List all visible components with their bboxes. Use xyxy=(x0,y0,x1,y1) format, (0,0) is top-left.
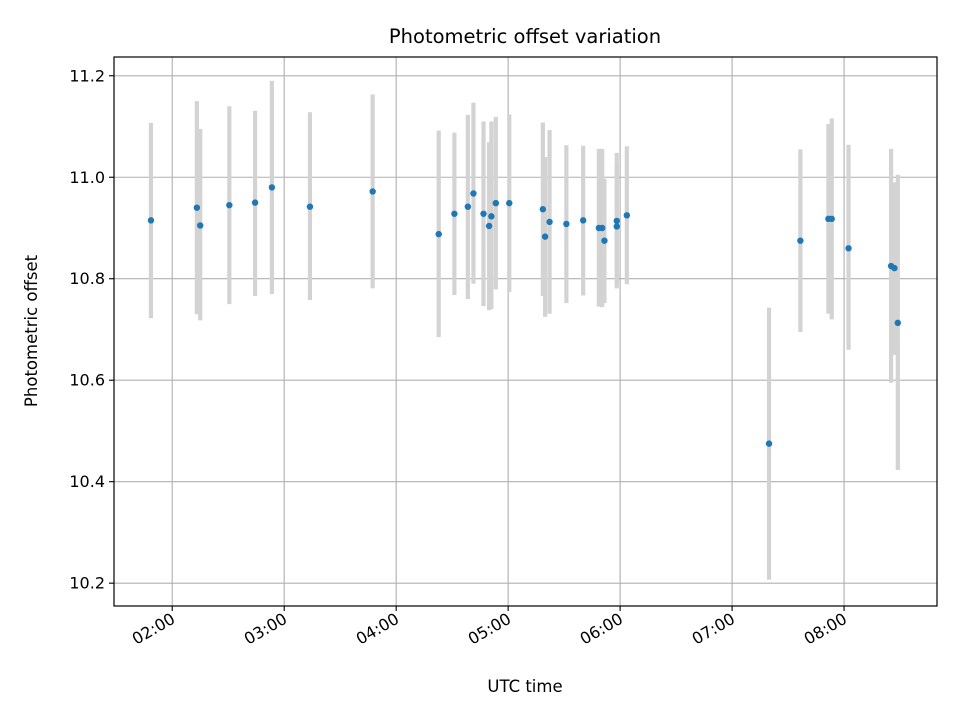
data-point xyxy=(599,224,606,232)
data-point xyxy=(268,184,276,191)
y-axis-label: Photometric offset xyxy=(22,254,41,407)
data-point xyxy=(894,319,902,327)
data-point xyxy=(506,199,513,207)
data-point xyxy=(451,210,458,217)
data-points xyxy=(147,184,902,447)
data-point xyxy=(541,233,549,240)
data-point xyxy=(147,217,155,224)
data-point xyxy=(539,206,547,213)
data-point xyxy=(193,204,201,211)
data-point xyxy=(480,210,487,217)
data-point xyxy=(828,215,835,223)
data-point xyxy=(845,245,852,252)
chart-title: Photometric offset variation xyxy=(389,25,661,48)
data-point xyxy=(488,213,495,220)
data-point xyxy=(197,222,204,229)
y-tick-label: 10.6 xyxy=(69,371,105,390)
data-point xyxy=(613,223,620,230)
data-point xyxy=(891,264,898,272)
data-point xyxy=(251,199,259,206)
data-point xyxy=(765,440,773,447)
plot-frame xyxy=(113,56,938,607)
y-tick-label: 10.4 xyxy=(69,472,105,491)
y-tick-label: 10.8 xyxy=(69,269,105,288)
data-point xyxy=(226,201,233,209)
data-point xyxy=(435,230,442,238)
data-point xyxy=(601,237,608,244)
x-axis-label: UTC time xyxy=(487,677,562,696)
data-point xyxy=(485,222,493,230)
data-point xyxy=(470,190,477,197)
data-point xyxy=(492,199,500,207)
data-point xyxy=(306,203,314,210)
data-point xyxy=(623,212,631,219)
data-point xyxy=(464,203,472,210)
data-point xyxy=(546,218,553,226)
y-tick-label: 11.0 xyxy=(69,168,105,187)
data-point xyxy=(579,217,587,224)
data-point xyxy=(563,220,570,228)
y-tick-label: 11.2 xyxy=(69,66,105,85)
data-point xyxy=(797,237,804,244)
data-point xyxy=(613,217,620,225)
plot-area xyxy=(114,57,937,606)
y-tick-label: 10.2 xyxy=(69,574,105,593)
data-point xyxy=(369,188,376,195)
